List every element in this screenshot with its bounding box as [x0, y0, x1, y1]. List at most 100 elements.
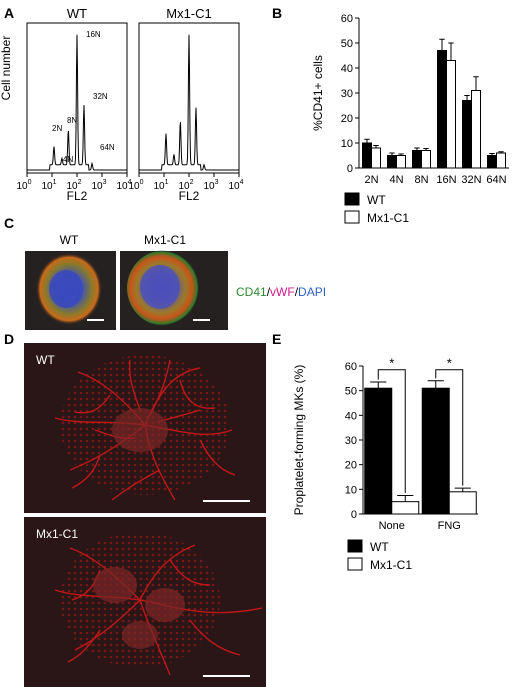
significance-bracket: [435, 369, 464, 486]
micrograph-d-wt-label: WT: [36, 353, 55, 367]
bar-wt-32n: [462, 100, 472, 169]
panel-d-letter: D: [4, 331, 14, 347]
histogram-wt-trace: [27, 34, 127, 171]
x-tick-label: 16N: [436, 174, 456, 186]
panel-c-mx1-c1-label: Mx1-C1: [144, 233, 186, 247]
y-tick-label: 40: [341, 63, 353, 75]
legend-swatch: [344, 210, 360, 224]
x-tick-label: 100: [128, 179, 143, 192]
peak-label-32n: 32N: [93, 92, 108, 101]
x-tick-label: 102: [66, 179, 81, 192]
histogram-wt-title: WT: [67, 6, 87, 21]
histogram-mx1-c1-title: Mx1-C1: [166, 6, 212, 21]
x-tick-label: 104: [116, 179, 131, 192]
y-tick-label: 0: [351, 509, 357, 521]
stain-legend: CD41/vWF/DAPI: [236, 285, 326, 299]
micrograph-c-wt: [25, 251, 116, 330]
x-tick-label: 101: [153, 179, 168, 192]
peak-label-64n: 64N: [100, 143, 115, 152]
x-tick-label: 64N: [486, 174, 506, 186]
x-tick-label: 32N: [461, 174, 481, 186]
y-tick-label: 30: [341, 88, 353, 100]
panel-c-letter: C: [4, 215, 14, 231]
legend-swatch: [347, 539, 363, 553]
histogram-wt: WT 100 101 102 103 104 FL2 2N 4N 8N 16N 32N …: [16, 6, 131, 203]
micrograph-d-mx1-c1-label: Mx1-C1: [36, 527, 78, 541]
peak-label-4n: 4N: [63, 155, 73, 164]
x-tick-label: FNG: [438, 520, 461, 532]
y-tick-label: 30: [345, 435, 357, 447]
bar-wt-4n: [387, 155, 397, 169]
micrograph-c-mx1-c1: [120, 250, 228, 330]
y-tick-label: 50: [341, 38, 353, 50]
y-axis-label: %CD41+ cells: [311, 55, 325, 131]
bar-mx1-c1-4n: [396, 155, 406, 169]
legend-label: Mx1-C1: [367, 211, 409, 225]
bar-mx1-c1-64n: [496, 152, 506, 169]
stain-vwf: vWF: [270, 285, 295, 299]
bar-wt-16n: [437, 50, 447, 169]
histogram-wt-x-ticks: 100 101 102 103 104: [16, 173, 132, 192]
y-tick-label: 60: [345, 361, 357, 373]
bar-mx1-c1-none: [391, 501, 420, 515]
stain-separator: /: [267, 285, 271, 299]
chart-b-cd41-ploidy: %CD41+ cells 0 10 20 30 40 50 60 2N 4N 8N 16N 32N 64N…: [311, 13, 509, 225]
bar-mx1-c1-16n: [446, 60, 456, 169]
x-tick-label: 102: [178, 179, 193, 192]
histogram-mx1-c1-x-ticks: 100 101 102 103 104: [128, 173, 244, 192]
peak-label-8n: 8N: [67, 116, 77, 125]
x-tick-label: 104: [228, 179, 243, 192]
histogram-mx1-c1-xlabel: FL2: [179, 189, 200, 203]
histogram-mx1-c1-trace: [139, 34, 239, 171]
legend-label: WT: [370, 540, 389, 554]
legend-swatch: [347, 557, 363, 571]
bar-wt-2n: [362, 142, 372, 169]
significance-star: *: [447, 356, 452, 371]
panel-b-letter: B: [272, 5, 282, 21]
bar-mx1-c1-32n: [471, 90, 481, 169]
y-axis-label: Proplatelet-forming MKs (%): [292, 365, 306, 516]
chart-e-proplatelet: Proplatelet-forming MKs (%) 0 10 20 30 40 50 60…: [292, 356, 478, 572]
bar-mx1-c1-fng: [448, 491, 477, 515]
stain-separator: /: [295, 285, 299, 299]
panel-a-letter: A: [4, 5, 14, 21]
legend-label: Mx1-C1: [370, 558, 412, 572]
x-tick-label: 100: [16, 179, 31, 192]
significance-bracket: [377, 369, 406, 494]
bar-wt-fng: [421, 387, 450, 515]
y-tick-label: 20: [345, 460, 357, 472]
significance-star: *: [389, 356, 394, 371]
y-tick-label: 60: [341, 13, 353, 25]
bar-wt-8n: [412, 150, 422, 169]
peak-label-16n: 16N: [86, 30, 101, 39]
panel-c-wt-label: WT: [60, 233, 79, 247]
y-tick-label: 20: [341, 113, 353, 125]
panel-e-letter: E: [272, 331, 281, 347]
x-tick-label: 103: [91, 179, 106, 192]
micrograph-d-mx1-c1: Mx1-C1: [24, 517, 266, 687]
micrograph-d-wt: WT: [24, 343, 266, 513]
y-tick-label: 40: [345, 410, 357, 422]
stain-cd41: CD41: [236, 285, 267, 299]
bar-wt-none: [364, 387, 393, 515]
y-tick-label: 10: [341, 138, 353, 150]
panel-a-ylabel: Cell number: [0, 36, 13, 101]
bar-wt-64n: [487, 155, 497, 169]
y-tick-label: 10: [345, 484, 357, 496]
y-tick-label: 0: [347, 163, 353, 175]
stain-dapi: DAPI: [298, 285, 326, 299]
peak-label-2n: 2N: [52, 124, 62, 133]
histogram-mx1-c1: Mx1-C1 100 101 102 103 104 FL2: [128, 6, 243, 203]
x-tick-label: None: [379, 520, 405, 532]
x-tick-label: 8N: [414, 174, 428, 186]
bar-mx1-c1-8n: [421, 150, 431, 169]
histogram-wt-xlabel: FL2: [67, 189, 88, 203]
y-tick-label: 50: [345, 386, 357, 398]
x-tick-label: 101: [41, 179, 56, 192]
bar-mx1-c1-2n: [371, 147, 381, 169]
legend-swatch: [344, 192, 360, 206]
x-tick-label: 103: [203, 179, 218, 192]
x-tick-label: 4N: [389, 174, 403, 186]
x-tick-label: 2N: [364, 174, 378, 186]
